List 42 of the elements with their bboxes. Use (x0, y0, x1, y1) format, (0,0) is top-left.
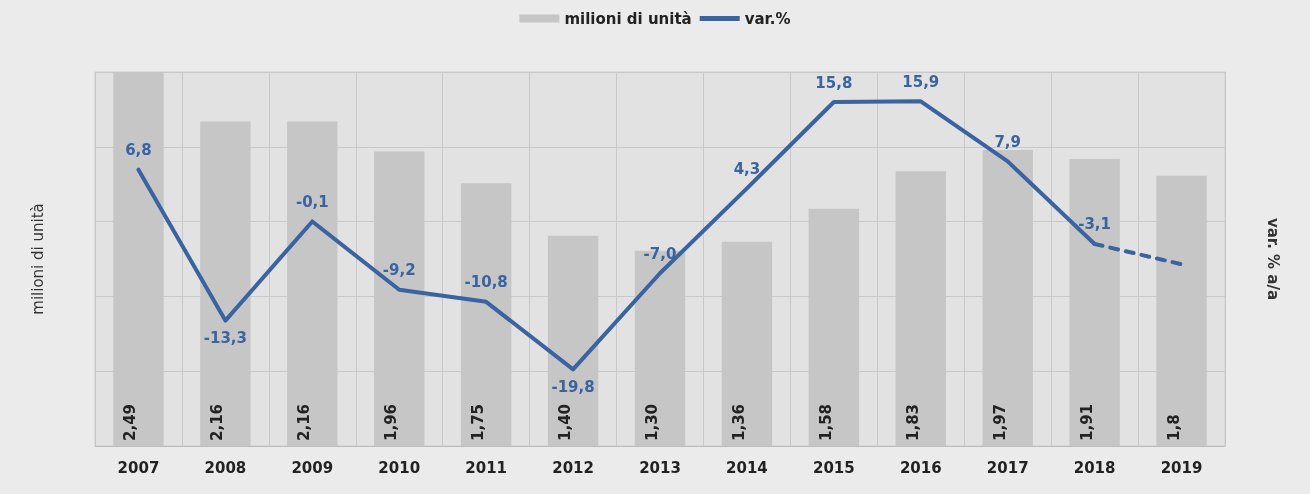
data-label: 1,40 (556, 403, 575, 441)
data-label: 1,75 (469, 403, 488, 441)
legend-label: milioni di unità (564, 9, 692, 28)
data-label: 1,36 (729, 403, 748, 441)
data-label: -10,8 (464, 273, 508, 292)
data-label: -3,1 (1078, 215, 1112, 234)
data-label: 1,97 (990, 403, 1009, 441)
data-label: 7,9 (994, 132, 1021, 151)
y-axis-title: milioni di unità (28, 203, 47, 315)
x-tick-label: 2011 (465, 458, 508, 477)
data-label: 6,8 (125, 141, 152, 160)
data-label: -13,3 (203, 329, 248, 348)
data-label: 1,83 (903, 403, 922, 441)
x-tick-label: 2013 (639, 458, 681, 477)
data-label: -19,8 (551, 377, 595, 396)
x-tick-label: 2018 (1073, 458, 1116, 477)
data-label: -0,1 (295, 192, 329, 211)
data-label: 4,3 (733, 159, 761, 178)
data-label: 15,8 (815, 73, 853, 92)
data-label: 1,96 (382, 403, 401, 441)
x-tick-label: 2019 (1160, 458, 1203, 477)
x-tick-label: 2008 (204, 458, 247, 477)
legend-label: var.% (744, 9, 791, 28)
data-label: 2,16 (208, 403, 227, 441)
x-tick-label: 2012 (552, 458, 594, 477)
x-tick-label: 2016 (899, 458, 942, 477)
data-label: 1,30 (643, 403, 661, 441)
data-label: -7,0 (643, 244, 677, 263)
data-label: 2,16 (295, 403, 314, 441)
x-tick-label: 2017 (986, 458, 1029, 477)
data-label: 1,8 (1164, 414, 1183, 441)
data-label: 15,9 (902, 72, 940, 91)
x-tick-label: 2007 (117, 458, 160, 477)
data-label: -9,2 (382, 261, 416, 280)
data-label: 2,49 (121, 403, 140, 441)
data-label: 1,91 (1077, 403, 1096, 441)
x-tick-label: 2014 (726, 458, 768, 477)
y2-axis-title: var. % a/a (1263, 217, 1282, 301)
x-tick-label: 2015 (812, 458, 855, 477)
x-tick-label: 2009 (291, 458, 334, 477)
x-tick-label: 2010 (378, 458, 421, 477)
data-label: 1,58 (816, 403, 835, 441)
